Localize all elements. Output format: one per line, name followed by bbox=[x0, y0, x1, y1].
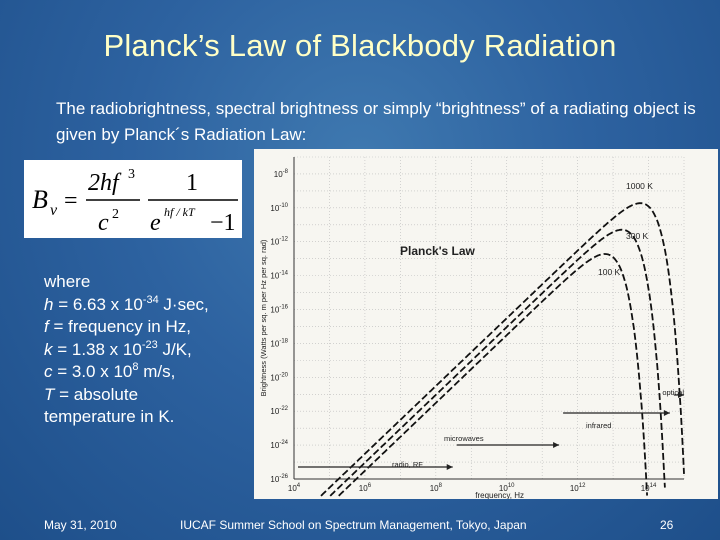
intro-paragraph: The radiobrightness, spectral brightness… bbox=[56, 99, 696, 144]
formula-num1: 2hf bbox=[88, 170, 122, 196]
series-line-1000k bbox=[320, 202, 685, 497]
y-tick-label: 10-20 bbox=[270, 372, 288, 382]
x-tick-label: 1012 bbox=[570, 483, 586, 493]
slide-title: Planck’s Law of Blackbody Radiation bbox=[103, 28, 617, 63]
chart-title: Planck's Law bbox=[400, 244, 476, 258]
band-arrow bbox=[446, 464, 453, 470]
y-tick-label: 10-24 bbox=[270, 440, 288, 450]
series-label-100k: 100 K bbox=[598, 267, 621, 277]
x-tick-label: 1010 bbox=[499, 483, 515, 493]
y-tick-label: 10-10 bbox=[270, 203, 288, 213]
formula-num2: 1 bbox=[186, 170, 198, 196]
where-label: where bbox=[44, 272, 91, 291]
y-tick-label: 10-16 bbox=[270, 305, 288, 315]
y-tick-label: 10-14 bbox=[270, 271, 288, 281]
def-f: f = frequency in Hz, bbox=[44, 317, 191, 336]
planck-chart: 10-8 10-10 10-12 10-14 10-16 10-18 10-20 10-22 1… bbox=[254, 149, 718, 499]
y-tick-label: 10-22 bbox=[270, 406, 288, 416]
x-tick-label: 1014 bbox=[641, 483, 657, 493]
band-arrow bbox=[678, 392, 684, 398]
formula-num1-exp: 3 bbox=[128, 167, 135, 182]
def-T-line2: temperature in K. bbox=[44, 407, 175, 426]
x-axis-label: frequency, Hz bbox=[475, 491, 524, 499]
k-symbol: k bbox=[44, 339, 53, 359]
y-tick-label: 10-26 bbox=[270, 474, 288, 484]
x-tick-label: 108 bbox=[430, 483, 443, 493]
series-label-300k: 300 K bbox=[626, 231, 649, 241]
formula-equals: = bbox=[64, 188, 78, 214]
band-label: microwaves bbox=[444, 434, 484, 443]
footer-page-number: 26 bbox=[660, 518, 674, 532]
footer-event: IUCAF Summer School on Spectrum Manageme… bbox=[180, 518, 527, 532]
y-tick-label: 10-18 bbox=[270, 338, 288, 348]
def-T: T = absolute bbox=[44, 384, 139, 404]
variable-definitions: where h = 6.63 x 10-34 J·sec, f = freque… bbox=[44, 271, 274, 429]
f-symbol: f bbox=[44, 317, 49, 336]
footer-date: May 31, 2010 bbox=[44, 518, 117, 532]
formula-lhs: B bbox=[32, 185, 48, 214]
band-arrow bbox=[663, 410, 670, 416]
x-tick-label: 104 bbox=[288, 483, 301, 493]
formula-den2-base: e bbox=[150, 210, 161, 236]
formula-den1: c bbox=[98, 210, 109, 236]
band-label: radio, RF bbox=[392, 460, 423, 469]
band-label: optical bbox=[662, 388, 684, 397]
y-tick-label: 10-12 bbox=[270, 237, 288, 247]
series-label-1000k: 1000 K bbox=[626, 181, 653, 191]
x-tick-label: 106 bbox=[359, 483, 372, 493]
def-k: k = 1.38 x 10-23 J/K, bbox=[44, 338, 192, 359]
formula-den2-minus: −1 bbox=[210, 210, 236, 236]
planck-chart-svg: 10-8 10-10 10-12 10-14 10-16 10-18 10-20 10-22 1… bbox=[259, 156, 685, 499]
def-c: c = 3.0 x 108 m/s, bbox=[44, 361, 176, 382]
c-symbol: c bbox=[44, 362, 53, 381]
series-line-100k bbox=[338, 253, 648, 497]
T-symbol: T bbox=[44, 384, 55, 404]
planck-formula: B ν = 2hf 3 c 2 1 e hf / kT −1 bbox=[24, 160, 242, 238]
formula-den2-exp: hf / kT bbox=[164, 205, 196, 219]
y-tick-label: 10-8 bbox=[274, 169, 289, 179]
band-label: infrared bbox=[586, 421, 611, 430]
series-line-300k bbox=[329, 228, 666, 497]
formula-lhs-sub: ν bbox=[50, 202, 58, 219]
y-axis-label: Brightness (Watts per sq. m per Hz per s… bbox=[259, 239, 268, 396]
formula-den1-exp: 2 bbox=[112, 207, 119, 222]
h-symbol: h bbox=[44, 294, 54, 314]
def-h: h = 6.63 x 10-34 J·sec, bbox=[44, 293, 209, 314]
band-arrow bbox=[553, 442, 560, 448]
